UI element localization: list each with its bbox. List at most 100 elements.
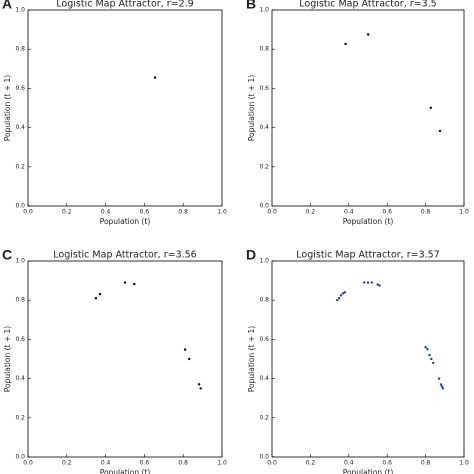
point xyxy=(338,297,341,300)
plot-frame xyxy=(27,260,223,458)
point xyxy=(429,106,432,110)
x-tick-label: 0.2 xyxy=(306,209,316,216)
point xyxy=(432,361,435,365)
y-tick-label: 0.4 xyxy=(15,375,25,382)
point xyxy=(366,33,370,36)
point xyxy=(376,283,379,286)
panel-label: C xyxy=(2,247,12,263)
x-tick-label: 0.4 xyxy=(101,209,111,216)
x-tick-label: 0.2 xyxy=(62,460,72,467)
y-axis-label: Population (t + 1) xyxy=(3,75,12,141)
point xyxy=(441,387,445,390)
point xyxy=(199,387,202,390)
y-tick-label: 1.0 xyxy=(15,7,25,14)
y-tick-label: 0.4 xyxy=(259,124,269,131)
panel-label: B xyxy=(246,0,256,12)
point xyxy=(183,348,187,351)
x-tick-label: 0.8 xyxy=(178,460,188,467)
y-tick-label: 0.0 xyxy=(15,203,25,210)
y-tick-label: 0.2 xyxy=(15,414,25,421)
x-tick-label: 0.6 xyxy=(140,209,150,216)
panel-label: A xyxy=(2,0,12,12)
point xyxy=(424,346,427,349)
y-tick-label: 0.0 xyxy=(15,454,25,461)
plot-frame xyxy=(271,9,465,207)
point xyxy=(94,297,98,300)
point xyxy=(153,76,157,79)
y-tick-label: 0.6 xyxy=(15,336,25,343)
x-tick-label: 1.0 xyxy=(459,209,469,216)
y-tick-label: 0.8 xyxy=(259,46,269,53)
point xyxy=(378,284,381,287)
point xyxy=(370,281,374,284)
x-tick-label: 0.6 xyxy=(382,460,392,467)
y-tick-label: 0.8 xyxy=(15,297,25,304)
x-tick-label: 0.2 xyxy=(306,460,316,467)
y-tick-label: 1.0 xyxy=(259,258,269,265)
y-tick-label: 0.6 xyxy=(259,336,269,343)
y-tick-label: 0.6 xyxy=(259,85,269,92)
y-tick-label: 0.0 xyxy=(259,454,269,461)
x-tick-label: 0.8 xyxy=(178,209,188,216)
y-tick-label: 0.2 xyxy=(259,414,269,421)
point xyxy=(336,299,339,302)
point xyxy=(438,129,442,133)
x-tick-label: 0.4 xyxy=(344,460,354,467)
y-tick-label: 0.4 xyxy=(259,375,269,382)
y-tick-label: 1.0 xyxy=(259,7,269,14)
y-tick-label: 0.6 xyxy=(15,85,25,92)
point xyxy=(428,353,431,357)
y-axis-label: Population (t + 1) xyxy=(3,326,12,392)
plot-frame xyxy=(27,9,223,207)
chart-title: Logistic Map Attractor, r=3.57 xyxy=(296,250,439,261)
point xyxy=(344,42,347,46)
x-tick-label: 0.0 xyxy=(267,460,277,467)
x-axis-label: Population (t) xyxy=(343,468,394,474)
x-tick-label: 0.0 xyxy=(23,209,33,216)
point xyxy=(188,357,191,361)
x-tick-label: 1.0 xyxy=(217,460,227,467)
point xyxy=(341,292,345,295)
point xyxy=(343,291,347,294)
x-tick-label: 0.0 xyxy=(267,209,277,216)
x-tick-label: 1.0 xyxy=(217,209,227,216)
x-tick-label: 0.2 xyxy=(62,209,72,216)
point xyxy=(133,282,136,286)
point xyxy=(197,383,201,386)
y-axis-label: Population (t + 1) xyxy=(247,75,256,141)
panel-label: D xyxy=(246,247,256,263)
x-axis-label: Population (t) xyxy=(100,217,151,226)
chart-title: Logistic Map Attractor, r=3.5 xyxy=(299,0,436,10)
y-tick-label: 0.2 xyxy=(259,163,269,170)
point xyxy=(362,281,366,284)
point xyxy=(366,281,370,284)
point xyxy=(123,281,127,284)
point xyxy=(437,377,441,380)
chart-title: Logistic Map Attractor, r=3.56 xyxy=(53,250,196,261)
point xyxy=(339,294,343,297)
point xyxy=(430,357,433,361)
y-tick-label: 0.8 xyxy=(259,297,269,304)
plot-frame xyxy=(271,260,465,458)
y-tick-label: 1.0 xyxy=(15,258,25,265)
x-axis-label: Population (t) xyxy=(100,468,151,474)
y-tick-label: 0.8 xyxy=(15,46,25,53)
x-tick-label: 0.6 xyxy=(140,460,150,467)
x-tick-label: 0.4 xyxy=(101,460,111,467)
chart-title: Logistic Map Attractor, r=2.9 xyxy=(56,0,193,10)
x-tick-label: 0.8 xyxy=(421,209,431,216)
x-tick-label: 1.0 xyxy=(459,460,469,467)
x-tick-label: 0.6 xyxy=(382,209,392,216)
point xyxy=(426,348,429,351)
x-tick-label: 0.4 xyxy=(344,209,354,216)
point xyxy=(440,385,444,388)
y-tick-label: 0.4 xyxy=(15,124,25,131)
y-axis-label: Population (t + 1) xyxy=(247,326,256,392)
y-tick-label: 0.0 xyxy=(259,203,269,210)
x-tick-label: 0.8 xyxy=(421,460,431,467)
point xyxy=(98,292,102,296)
x-tick-label: 0.0 xyxy=(23,460,33,467)
point xyxy=(439,383,443,386)
x-axis-label: Population (t) xyxy=(343,217,394,226)
